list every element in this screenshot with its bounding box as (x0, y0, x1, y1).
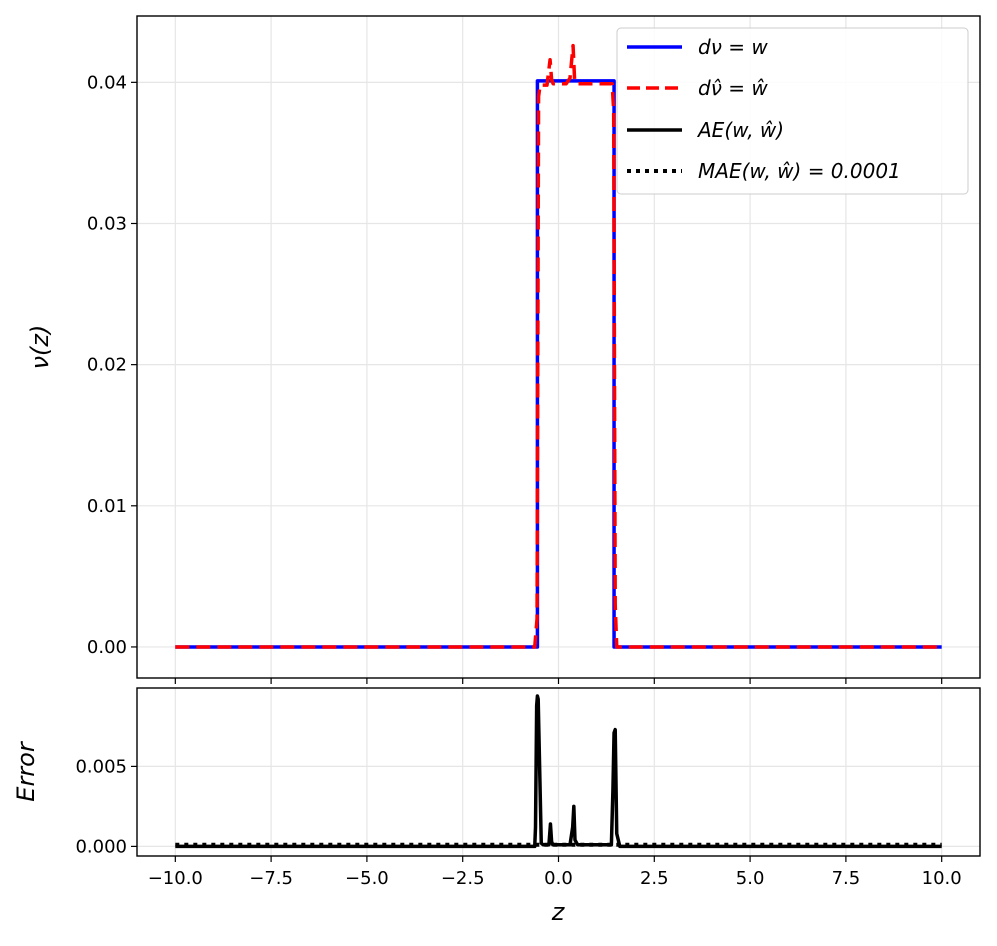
legend-label-ae: AE(w, ŵ) (696, 118, 784, 142)
bottom-x-tick-label-10-0: −10.0 (148, 868, 203, 889)
bottom-y-tick-label-0-000: 0.000 (75, 836, 127, 857)
bottom-x-tick-label-2-5: −2.5 (441, 868, 485, 889)
top-series-group (175, 43, 942, 649)
legend-label-mae: MAE(w, ŵ) = 0.0001 (698, 159, 901, 183)
legend-label-dnu-w: dν = w (698, 35, 768, 59)
top-y-tick-label-0-02: 0.02 (87, 355, 127, 376)
bottom-x-tick-label-7-5: 7.5 (832, 868, 861, 889)
bottom-x-ticks: −10.0 −7.5 −5.0 −2.5 0.0 2.5 5.0 7.5 10.0 (148, 856, 962, 889)
series-line-d-panel0 (175, 43, 942, 649)
bottom-y-axis-label: Error (12, 740, 40, 802)
bottom-x-axis-label: z (551, 898, 566, 926)
legend: dν = w dν̂ = ŵ AE(w, ŵ) MAE(w, ŵ) = 0.00… (616, 27, 969, 195)
bottom-x-tick-label-2-5: 2.5 (640, 868, 669, 889)
top-y-tick-label-0-03: 0.03 (87, 213, 127, 234)
bottom-x-tick-label-0-0: 0.0 (544, 868, 573, 889)
legend-label-dnuhat-what: dν̂ = ŵ (698, 76, 768, 100)
top-y-tick-label-0-01: 0.01 (87, 496, 127, 517)
top-y-tick-label-0-00: 0.00 (87, 637, 127, 658)
legend-box (616, 27, 969, 195)
bottom-x-tick-label-10-0: 10.0 (922, 868, 962, 889)
top-x-ticks (174, 678, 943, 684)
bottom-x-tick-label-7-5: −7.5 (249, 868, 293, 889)
bottom-y-tick-label-0-005: 0.005 (75, 756, 127, 777)
bottom-grid (137, 688, 980, 856)
bottom-series-group (175, 694, 942, 849)
bottom-y-ticks: 0.000 0.005 (75, 756, 137, 857)
top-y-axis-label: ν(z) (26, 325, 54, 370)
top-y-tick-label-0-04: 0.04 (87, 72, 127, 93)
bottom-x-tick-label-5-0: 5.0 (736, 868, 765, 889)
bottom-x-tick-label-5-0: −5.0 (345, 868, 389, 889)
top-y-ticks: 0.00 0.01 0.02 0.03 0.04 (87, 72, 137, 658)
series-line-ae-w-panel1 (175, 694, 942, 849)
bottom-plot-panel: 0.000 0.005 −10.0 −7.5 −5.0 −2.5 0.0 2.5 5.0 7.5… (12, 687, 981, 926)
